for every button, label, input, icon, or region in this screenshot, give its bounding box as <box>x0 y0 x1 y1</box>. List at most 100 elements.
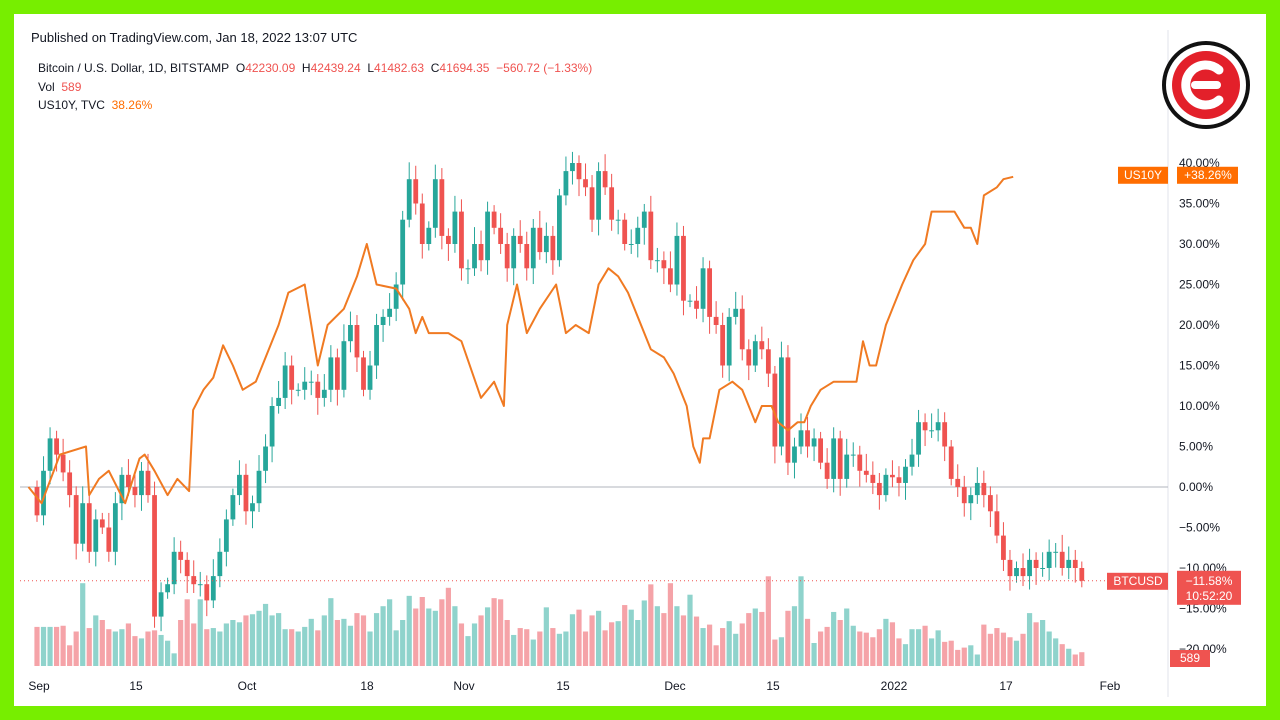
volume-bar <box>458 623 465 666</box>
volume-bar <box>1000 632 1007 666</box>
y-axis: 40.00% 35.00% 30.00% 25.00% 20.00% 15.00% 10.0… <box>1179 156 1227 656</box>
us10y-series-line <box>27 175 1014 505</box>
candle-body <box>837 438 843 479</box>
volume-bar <box>302 626 308 666</box>
candle <box>485 201 490 275</box>
candle <box>850 442 856 467</box>
candle-body <box>831 438 837 479</box>
volume-bar <box>471 623 478 666</box>
volume-bar <box>791 606 798 666</box>
candle-body <box>798 430 804 447</box>
candle <box>41 456 46 526</box>
candle <box>863 453 869 483</box>
candle-body <box>648 211 654 261</box>
btc-value-badge <box>1177 570 1241 605</box>
volume-bar <box>824 626 830 666</box>
candle <box>1066 546 1072 580</box>
candle-body <box>681 235 686 301</box>
volume-bar <box>1053 638 1059 666</box>
candle <box>739 295 745 361</box>
candle <box>628 229 634 254</box>
volume-bar <box>915 629 922 666</box>
published-note: Published on TradingView.com, Jan 18, 20… <box>31 30 358 45</box>
candle <box>282 352 288 410</box>
volume-bar <box>733 633 739 666</box>
candle-body <box>935 422 941 431</box>
volume-bar <box>974 654 980 666</box>
candle-body <box>1007 559 1013 577</box>
candle <box>171 537 177 595</box>
candle <box>204 575 210 617</box>
candle <box>237 460 242 506</box>
volume-bar <box>654 606 660 666</box>
high-value: 42439.24 <box>310 61 361 75</box>
candle-body <box>295 389 301 391</box>
candle <box>158 582 164 632</box>
candle <box>504 232 510 282</box>
candle-body <box>583 179 588 188</box>
volume-bar <box>772 639 778 666</box>
volume-bar <box>759 611 765 666</box>
candle-body <box>929 430 935 432</box>
candle-body <box>818 438 823 463</box>
candle-body <box>139 470 144 496</box>
volume-bar <box>844 608 850 666</box>
candle-body <box>178 551 184 560</box>
candle-body <box>700 268 706 309</box>
candle <box>687 294 693 308</box>
candle <box>916 409 921 467</box>
candle-body <box>746 349 752 366</box>
volume-bar <box>93 615 99 666</box>
candle-body <box>870 474 876 483</box>
candle-body <box>883 474 889 496</box>
candle <box>890 460 895 488</box>
low-label: L <box>367 61 375 75</box>
volume-bar <box>34 626 40 666</box>
candle <box>948 440 954 486</box>
volume-bar <box>955 649 961 666</box>
candle-body <box>73 495 79 544</box>
candle-body <box>948 446 954 479</box>
volume-bar <box>706 624 713 666</box>
volume-bar <box>406 595 412 666</box>
candle-body <box>380 316 386 325</box>
candle <box>308 370 314 396</box>
candle <box>903 459 908 500</box>
candle-body <box>191 576 197 585</box>
volume-bar <box>380 606 386 666</box>
y-tick-label: 0.00% <box>1179 480 1213 494</box>
candle <box>681 225 686 316</box>
candle <box>1027 548 1032 590</box>
volume-bar <box>465 636 471 666</box>
volume-bar <box>217 631 223 666</box>
candle-body <box>805 430 810 447</box>
open-value: 42230.09 <box>245 61 296 75</box>
volume-bar <box>53 626 60 666</box>
candle-body <box>576 163 582 180</box>
volume-bar <box>445 587 451 666</box>
candle <box>1053 543 1059 568</box>
volume-bar <box>530 639 536 666</box>
candle-body <box>570 163 575 172</box>
volume-bar <box>171 653 177 666</box>
candle-body <box>445 235 451 244</box>
candle <box>785 345 791 475</box>
volume-bar <box>243 615 249 666</box>
candle-body <box>1040 568 1046 569</box>
volume-bar <box>1033 622 1039 666</box>
candle-body <box>759 341 765 350</box>
candle <box>674 222 680 296</box>
candle <box>517 220 523 253</box>
volume-bar <box>73 631 79 666</box>
candle <box>119 467 125 521</box>
candle <box>413 165 419 215</box>
y-tick-label: 35.00% <box>1179 197 1220 211</box>
candle <box>380 309 386 342</box>
candle-body <box>916 422 921 455</box>
candle-body <box>419 203 425 244</box>
candle <box>576 155 582 197</box>
volume-bar <box>831 611 837 666</box>
us10y-name-badge <box>1118 166 1168 184</box>
btc-countdown-text: 10:52:20 <box>1186 589 1233 603</box>
